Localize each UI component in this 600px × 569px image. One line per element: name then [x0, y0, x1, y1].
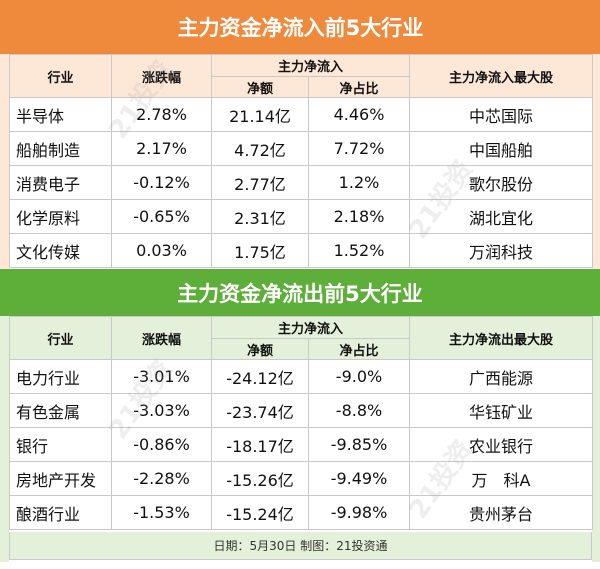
amount-cell: -18.17亿	[211, 427, 309, 462]
outflow-header-industry: 行业	[9, 316, 112, 360]
table-row: 文化传媒 0.03% 1.75亿 1.52% 万润科技	[9, 233, 594, 268]
table-row: 房地产开发 -2.28% -15.26亿 -9.49% 万 科A	[9, 461, 594, 496]
ratio-cell: 4.46%	[307, 97, 411, 132]
ratio-cell: 1.2%	[307, 165, 411, 200]
change-cell: -3.03%	[111, 393, 212, 428]
industry-cell: 船舶制造	[9, 131, 112, 166]
outflow-header-change: 涨跌幅	[111, 316, 212, 360]
top-stock-cell: 广西能源	[409, 359, 594, 394]
industry-cell: 酿酒行业	[9, 495, 112, 530]
top-stock-cell: 贵州茅台	[409, 495, 594, 530]
table-row: 化学原料 -0.65% 2.31亿 2.18% 湖北宜化	[9, 199, 594, 234]
industry-cell: 文化传媒	[9, 233, 112, 268]
amount-cell: -23.74亿	[211, 393, 309, 428]
top-stock-cell: 中芯国际	[409, 97, 594, 132]
change-cell: -3.01%	[111, 359, 212, 394]
top-stock-cell: 万 科A	[409, 461, 594, 496]
outflow-header-flow-group: 主力净流入	[210, 316, 411, 339]
table-row: 有色金属 -3.03% -23.74亿 -8.8% 华钰矿业	[9, 393, 594, 428]
table-row: 船舶制造 2.17% 4.72亿 7.72% 中国船舶	[9, 131, 594, 166]
ratio-cell: -9.85%	[307, 427, 411, 462]
industry-cell: 半导体	[9, 97, 112, 132]
change-cell: -0.86%	[111, 427, 212, 462]
amount-cell: 2.31亿	[211, 199, 309, 234]
table-row: 银行 -0.86% -18.17亿 -9.85% 农业银行	[9, 427, 594, 462]
inflow-table: 行业 涨跌幅 主力净流入 主力净流入最大股 净额 净占比 半导体 2.78% 2…	[9, 54, 594, 268]
outflow-title: 主力资金净流出前5大行业	[0, 269, 600, 316]
top-stock-cell: 万润科技	[409, 233, 594, 268]
inflow-header-top-stock: 主力净流入最大股	[409, 54, 594, 98]
inflow-header-industry: 行业	[9, 54, 112, 98]
table-row: 半导体 2.78% 21.14亿 4.46% 中芯国际	[9, 97, 594, 132]
outflow-header-top-stock: 主力净流出最大股	[409, 316, 594, 360]
table-row: 酿酒行业 -1.53% -15.24亿 -9.98% 贵州茅台	[9, 495, 594, 530]
inflow-header-row: 行业 涨跌幅 主力净流入 主力净流入最大股	[9, 54, 594, 98]
amount-cell: 1.75亿	[211, 233, 309, 268]
amount-cell: -15.24亿	[211, 495, 309, 530]
top-stock-cell: 湖北宜化	[409, 199, 594, 234]
industry-cell: 房地产开发	[9, 461, 112, 496]
ratio-cell: -8.8%	[307, 393, 411, 428]
amount-cell: 21.14亿	[211, 97, 309, 132]
outflow-section: 主力资金净流出前5大行业 行业 涨跌幅 主力净流入 主力净流出最大股 净额 净占…	[0, 269, 600, 532]
outflow-table: 行业 涨跌幅 主力净流入 主力净流出最大股 净额 净占比 电力行业 -3.01%…	[9, 316, 594, 530]
outflow-header-ratio: 净占比	[307, 338, 411, 360]
industry-cell: 消费电子	[9, 165, 112, 200]
amount-cell: -24.12亿	[211, 359, 309, 394]
table-row: 电力行业 -3.01% -24.12亿 -9.0% 广西能源	[9, 359, 594, 394]
change-cell: 2.17%	[111, 131, 212, 166]
ratio-cell: 7.72%	[307, 131, 411, 166]
industry-cell: 有色金属	[9, 393, 112, 428]
change-cell: 0.03%	[111, 233, 212, 268]
change-cell: -2.28%	[111, 461, 212, 496]
change-cell: -0.12%	[111, 165, 212, 200]
table-row: 消费电子 -0.12% 2.77亿 1.2% 歌尔股份	[9, 165, 594, 200]
industry-cell: 银行	[9, 427, 112, 462]
change-cell: -0.65%	[111, 199, 212, 234]
outflow-header-amount: 净额	[211, 338, 309, 360]
change-cell: 2.78%	[111, 97, 212, 132]
industry-cell: 化学原料	[9, 199, 112, 234]
inflow-header-amount: 净额	[211, 76, 309, 98]
footer-credit: 日期：5月30日 制图：21投资通	[9, 532, 592, 560]
industry-cell: 电力行业	[9, 359, 112, 394]
change-cell: -1.53%	[111, 495, 212, 530]
amount-cell: 2.77亿	[211, 165, 309, 200]
ratio-cell: 1.52%	[307, 233, 411, 268]
ratio-cell: 2.18%	[307, 199, 411, 234]
amount-cell: -15.26亿	[211, 461, 309, 496]
top-stock-cell: 农业银行	[409, 427, 594, 462]
top-stock-cell: 中国船舶	[409, 131, 594, 166]
amount-cell: 4.72亿	[211, 131, 309, 166]
inflow-title: 主力资金净流入前5大行业	[0, 0, 600, 54]
inflow-section: 主力资金净流入前5大行业 行业 涨跌幅 主力净流入 主力净流入最大股 净额 净占…	[0, 0, 600, 269]
inflow-header-flow-group: 主力净流入	[210, 54, 411, 77]
ratio-cell: -9.49%	[307, 461, 411, 496]
inflow-header-ratio: 净占比	[307, 76, 411, 98]
top-stock-cell: 华钰矿业	[409, 393, 594, 428]
outflow-header-row: 行业 涨跌幅 主力净流入 主力净流出最大股	[9, 316, 594, 360]
inflow-header-change: 涨跌幅	[111, 54, 212, 98]
ratio-cell: -9.98%	[307, 495, 411, 530]
top-stock-cell: 歌尔股份	[409, 165, 594, 200]
ratio-cell: -9.0%	[307, 359, 411, 394]
